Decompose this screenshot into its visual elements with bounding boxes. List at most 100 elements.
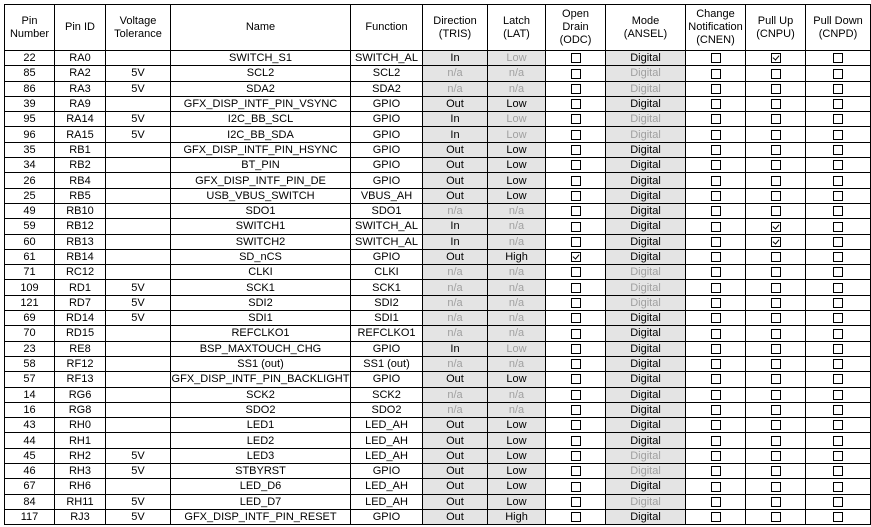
direction-select[interactable]: n/a xyxy=(422,264,488,281)
latch-select[interactable]: Low xyxy=(487,95,546,113)
open-drain-checkbox[interactable] xyxy=(570,175,581,186)
direction-select[interactable]: Out xyxy=(422,248,488,266)
change-notification-checkbox[interactable] xyxy=(710,343,721,354)
direction-select[interactable]: n/a xyxy=(422,279,488,296)
latch-select[interactable]: High xyxy=(487,248,546,266)
pin-name[interactable]: GFX_DISP_INTF_PIN_BACKLIGHT xyxy=(170,371,351,388)
change-notification-checkbox[interactable] xyxy=(710,450,721,461)
open-drain-checkbox[interactable] xyxy=(570,374,581,385)
pin-function[interactable]: SS1 (out) xyxy=(350,355,423,373)
open-drain-checkbox[interactable] xyxy=(570,53,581,64)
pin-function[interactable]: CLKI xyxy=(350,264,423,281)
pin-name[interactable]: SCK2 xyxy=(170,386,351,403)
pin-function[interactable]: SDO1 xyxy=(350,202,423,220)
pin-function[interactable]: SDI1 xyxy=(350,310,423,327)
open-drain-checkbox[interactable] xyxy=(570,389,581,400)
pull-up-checkbox[interactable] xyxy=(770,420,781,431)
open-drain-checkbox[interactable] xyxy=(570,297,581,308)
mode-select[interactable]: Digital xyxy=(605,401,686,419)
change-notification-checkbox[interactable] xyxy=(710,53,721,64)
open-drain-checkbox[interactable] xyxy=(570,221,581,232)
pin-name[interactable]: BSP_MAXTOUCH_CHG xyxy=(170,340,351,357)
pin-name[interactable]: SD_nCS xyxy=(170,248,351,266)
latch-select[interactable]: n/a xyxy=(487,310,546,327)
pull-up-checkbox[interactable] xyxy=(770,374,781,385)
change-notification-checkbox[interactable] xyxy=(710,420,721,431)
mode-select[interactable]: Digital xyxy=(605,202,686,220)
mode-select[interactable]: Digital xyxy=(605,355,686,373)
direction-select[interactable]: n/a xyxy=(422,325,488,342)
pin-name[interactable]: GFX_DISP_INTF_PIN_RESET xyxy=(170,508,351,526)
pin-name[interactable]: CLKI xyxy=(170,264,351,281)
pin-name[interactable]: I2C_BB_SDA xyxy=(170,126,351,143)
mode-select[interactable]: Digital xyxy=(605,126,686,143)
pin-function[interactable]: SWITCH_AL xyxy=(350,218,423,235)
pull-up-checkbox[interactable] xyxy=(770,175,781,186)
pull-down-checkbox[interactable] xyxy=(833,206,843,217)
open-drain-checkbox[interactable] xyxy=(570,420,581,431)
pin-function[interactable]: REFCLKO1 xyxy=(350,325,423,342)
change-notification-checkbox[interactable] xyxy=(710,405,721,416)
change-notification-checkbox[interactable] xyxy=(710,359,721,370)
mode-select[interactable]: Digital xyxy=(605,340,686,357)
mode-select[interactable]: Digital xyxy=(605,65,686,82)
pin-name[interactable]: SCK1 xyxy=(170,279,351,296)
pin-function[interactable]: GPIO xyxy=(350,340,423,357)
pin-function[interactable]: GPIO xyxy=(350,248,423,266)
pull-up-checkbox[interactable] xyxy=(770,359,781,370)
pull-down-checkbox[interactable] xyxy=(833,267,843,278)
mode-select[interactable]: Digital xyxy=(605,80,686,97)
change-notification-checkbox[interactable] xyxy=(710,267,721,278)
pull-up-checkbox[interactable] xyxy=(770,435,781,446)
pin-name[interactable]: SWITCH_S1 xyxy=(170,49,351,67)
change-notification-checkbox[interactable] xyxy=(710,435,721,446)
pin-function[interactable]: GPIO xyxy=(350,126,423,143)
open-drain-checkbox[interactable] xyxy=(570,206,581,217)
direction-select[interactable]: n/a xyxy=(422,80,488,97)
pull-down-checkbox[interactable] xyxy=(833,83,843,94)
pull-down-checkbox[interactable] xyxy=(833,145,843,156)
latch-select[interactable]: n/a xyxy=(487,80,546,97)
pull-down-checkbox[interactable] xyxy=(833,313,843,324)
direction-select[interactable]: Out xyxy=(422,432,488,449)
pull-up-checkbox[interactable] xyxy=(770,450,781,461)
latch-select[interactable]: n/a xyxy=(487,386,546,403)
pin-name[interactable]: LED2 xyxy=(170,432,351,449)
pin-function[interactable]: GPIO xyxy=(350,371,423,388)
pin-name[interactable]: BT_PIN xyxy=(170,157,351,174)
open-drain-checkbox[interactable] xyxy=(570,405,581,416)
pull-down-checkbox[interactable] xyxy=(833,405,843,416)
pull-up-checkbox[interactable] xyxy=(770,236,781,247)
change-notification-checkbox[interactable] xyxy=(710,282,721,293)
direction-select[interactable]: Out xyxy=(422,493,488,510)
pin-function[interactable]: VBUS_AH xyxy=(350,187,423,204)
pull-down-checkbox[interactable] xyxy=(833,236,843,247)
mode-select[interactable]: Digital xyxy=(605,508,686,526)
pin-name[interactable]: LED_D6 xyxy=(170,478,351,495)
open-drain-checkbox[interactable] xyxy=(570,83,581,94)
pull-down-checkbox[interactable] xyxy=(833,496,843,507)
open-drain-checkbox[interactable] xyxy=(570,145,581,156)
pin-function[interactable]: LED_AH xyxy=(350,447,423,465)
pin-name[interactable]: SDA2 xyxy=(170,80,351,97)
pull-down-checkbox[interactable] xyxy=(833,297,843,308)
mode-select[interactable]: Digital xyxy=(605,463,686,480)
change-notification-checkbox[interactable] xyxy=(710,83,721,94)
pull-down-checkbox[interactable] xyxy=(833,343,843,354)
mode-select[interactable]: Digital xyxy=(605,325,686,342)
mode-select[interactable]: Digital xyxy=(605,218,686,235)
pull-up-checkbox[interactable] xyxy=(770,466,781,477)
direction-select[interactable]: n/a xyxy=(422,294,488,312)
mode-select[interactable]: Digital xyxy=(605,294,686,312)
pin-function[interactable]: SCK2 xyxy=(350,386,423,403)
mode-select[interactable]: Digital xyxy=(605,187,686,204)
open-drain-checkbox[interactable] xyxy=(570,129,581,140)
mode-select[interactable]: Digital xyxy=(605,417,686,434)
latch-select[interactable]: Low xyxy=(487,126,546,143)
pull-down-checkbox[interactable] xyxy=(833,512,843,523)
pin-function[interactable]: GPIO xyxy=(350,172,423,189)
mode-select[interactable]: Digital xyxy=(605,248,686,266)
latch-select[interactable]: Low xyxy=(487,157,546,174)
open-drain-checkbox[interactable] xyxy=(570,450,581,461)
change-notification-checkbox[interactable] xyxy=(710,328,721,339)
